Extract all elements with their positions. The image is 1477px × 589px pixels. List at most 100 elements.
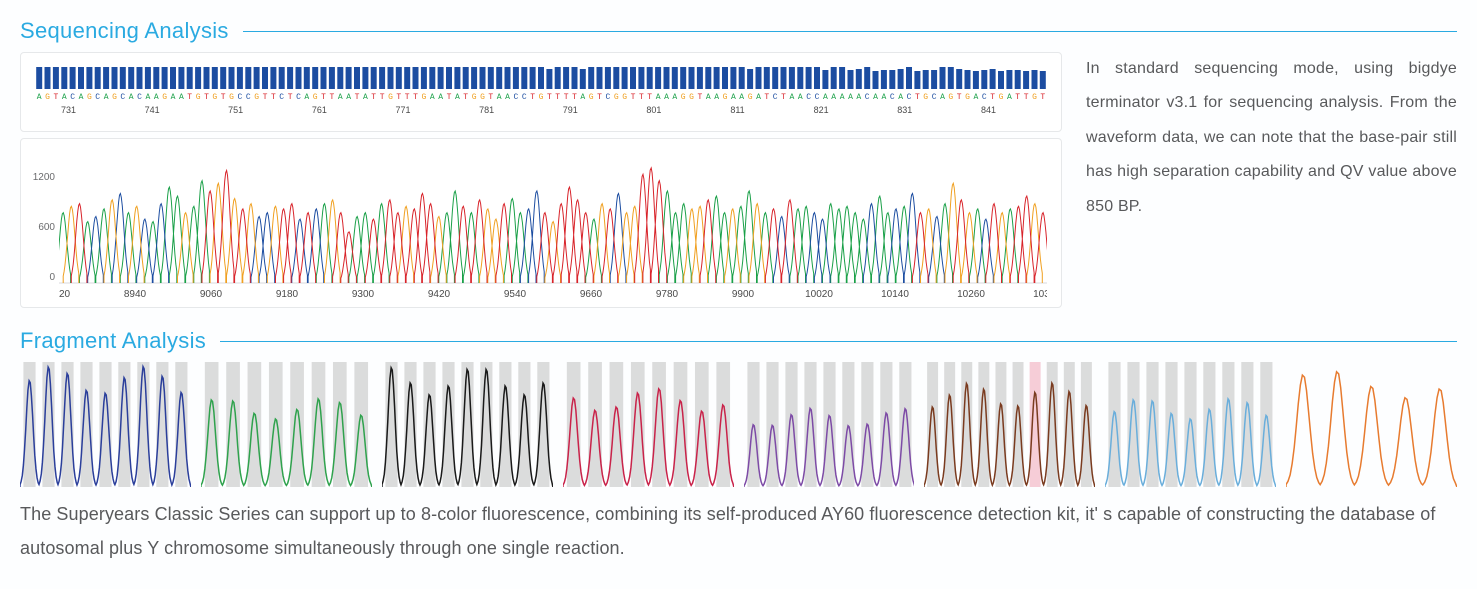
svg-text:C: C — [513, 93, 518, 102]
fragment-panel-5 — [924, 362, 1095, 487]
svg-text:A: A — [881, 93, 886, 102]
svg-text:A: A — [154, 93, 159, 102]
svg-text:T: T — [53, 93, 58, 102]
svg-text:T: T — [697, 93, 702, 102]
svg-text:A: A — [873, 93, 878, 102]
svg-text:G: G — [254, 93, 259, 102]
svg-text:A: A — [179, 93, 184, 102]
svg-text:C: C — [907, 93, 912, 102]
svg-text:9420: 9420 — [428, 289, 451, 299]
svg-text:A: A — [129, 93, 134, 102]
svg-text:821: 821 — [814, 105, 829, 115]
svg-text:A: A — [62, 93, 67, 102]
svg-text:811: 811 — [730, 105, 744, 115]
svg-text:A: A — [304, 93, 309, 102]
svg-text:A: A — [706, 93, 711, 102]
svg-text:C: C — [246, 93, 251, 102]
svg-text:G: G — [421, 93, 426, 102]
svg-text:10140: 10140 — [881, 289, 909, 299]
fragment-panel-6 — [1105, 362, 1276, 487]
svg-text:G: G — [614, 93, 619, 102]
svg-text:C: C — [120, 93, 125, 102]
svg-text:801: 801 — [646, 105, 661, 115]
svg-text:A: A — [104, 93, 109, 102]
svg-text:A: A — [79, 93, 84, 102]
svg-text:T: T — [530, 93, 535, 102]
svg-text:A: A — [789, 93, 794, 102]
svg-text:G: G — [965, 93, 970, 102]
svg-text:G: G — [112, 93, 117, 102]
svg-text:9060: 9060 — [200, 289, 223, 299]
svg-text:831: 831 — [897, 105, 912, 115]
svg-text:A: A — [145, 93, 150, 102]
svg-text:A: A — [940, 93, 945, 102]
svg-text:791: 791 — [563, 105, 578, 115]
svg-text:G: G — [723, 93, 728, 102]
svg-text:A: A — [171, 93, 176, 102]
svg-text:9900: 9900 — [732, 289, 755, 299]
svg-text:T: T — [187, 93, 192, 102]
svg-text:T: T — [329, 93, 334, 102]
svg-text:G: G — [923, 93, 928, 102]
fragment-rule — [220, 341, 1457, 342]
svg-text:T: T — [597, 93, 602, 102]
svg-text:A: A — [580, 93, 585, 102]
svg-text:G: G — [162, 93, 167, 102]
electropherogram-chart: 8820894090609180930094209540966097809900… — [59, 151, 1047, 299]
svg-text:C: C — [237, 93, 242, 102]
svg-text:T: T — [1040, 93, 1045, 102]
svg-text:T: T — [990, 93, 995, 102]
svg-text:C: C — [279, 93, 284, 102]
svg-text:G: G — [212, 93, 217, 102]
svg-text:A: A — [898, 93, 903, 102]
svg-text:G: G — [539, 93, 544, 102]
fragment-panel-1 — [201, 362, 372, 487]
svg-text:A: A — [346, 93, 351, 102]
svg-text:G: G — [480, 93, 485, 102]
svg-text:C: C — [982, 93, 987, 102]
fragment-title: Fragment Analysis — [20, 328, 206, 354]
svg-text:G: G — [229, 93, 234, 102]
svg-text:A: A — [831, 93, 836, 102]
svg-text:G: G — [87, 93, 92, 102]
svg-text:8820: 8820 — [59, 289, 71, 299]
svg-text:A: A — [363, 93, 368, 102]
svg-text:G: G — [589, 93, 594, 102]
svg-text:C: C — [70, 93, 75, 102]
svg-text:C: C — [932, 93, 937, 102]
svg-text:G: G — [1032, 93, 1037, 102]
svg-text:8940: 8940 — [124, 289, 147, 299]
svg-text:9300: 9300 — [352, 289, 375, 299]
svg-text:C: C — [137, 93, 142, 102]
svg-text:G: G — [45, 93, 50, 102]
svg-text:A: A — [338, 93, 343, 102]
svg-text:A: A — [840, 93, 845, 102]
fragment-panel-3 — [563, 362, 734, 487]
svg-text:761: 761 — [312, 105, 327, 115]
sequencing-rule — [243, 31, 1457, 32]
svg-text:C: C — [815, 93, 820, 102]
svg-text:T: T — [413, 93, 418, 102]
svg-text:T: T — [555, 93, 560, 102]
svg-text:C: C — [890, 93, 895, 102]
svg-text:G: G — [689, 93, 694, 102]
svg-text:T: T — [915, 93, 920, 102]
svg-text:A: A — [798, 93, 803, 102]
svg-text:A: A — [672, 93, 677, 102]
svg-text:G: G — [948, 93, 953, 102]
svg-text:T: T — [380, 93, 385, 102]
svg-text:10260: 10260 — [957, 289, 985, 299]
svg-text:T: T — [572, 93, 577, 102]
svg-text:9540: 9540 — [504, 289, 527, 299]
svg-text:T: T — [371, 93, 376, 102]
svg-text:771: 771 — [395, 105, 410, 115]
quality-bar-chart: AGTACAGCAGCACAAGAATGTGTGCCGTTCTCAGTTAATA… — [35, 65, 1047, 121]
svg-text:G: G — [748, 93, 753, 102]
svg-text:A: A — [823, 93, 828, 102]
svg-text:T: T — [396, 93, 401, 102]
svg-text:A: A — [1007, 93, 1012, 102]
svg-text:9180: 9180 — [276, 289, 299, 299]
svg-text:A: A — [739, 93, 744, 102]
svg-text:T: T — [488, 93, 493, 102]
fragment-description: The Superyears Classic Series can suppor… — [20, 497, 1457, 565]
